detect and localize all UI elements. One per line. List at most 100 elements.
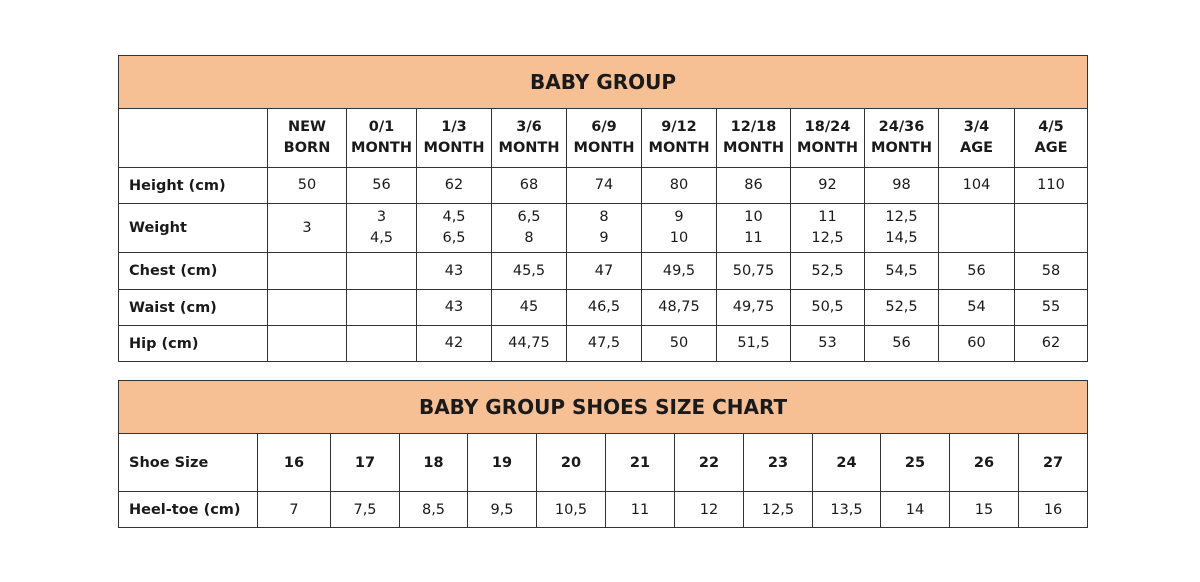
table-cell: 86	[716, 167, 791, 204]
column-header-line: 3/4	[963, 119, 990, 135]
table-row: Chest (cm) 43 45,5 47 49,5 50,75 52,5 54,5 56 58	[118, 252, 1089, 290]
cell-value: 98	[892, 177, 911, 193]
column-header: 3/6 MONTH	[491, 108, 567, 168]
table-cell: 51,5	[716, 325, 791, 362]
table-row: Weight 3 3 4,5 4,5 6,5 6,5 8 8 9 9 10 10 11 11 12,5 12,5…	[118, 203, 1089, 253]
cell-value: 50,5	[811, 299, 844, 315]
column-header-line: MONTH	[648, 140, 710, 156]
shoe-size-cell: 23	[743, 433, 813, 492]
shoe-size-cell: 25	[880, 433, 950, 492]
table-cell	[1013, 203, 1089, 253]
cell-value: 110	[1037, 177, 1065, 193]
table-cell: 55	[1013, 289, 1089, 326]
column-header-line: MONTH	[573, 140, 635, 156]
cell-value: 55	[1041, 299, 1061, 315]
cell-value: 68	[519, 177, 539, 193]
cell-value: 56	[967, 262, 986, 279]
table-cell: 48,75	[641, 289, 717, 326]
table-cell: 3 4,5	[346, 203, 417, 253]
table-cell: 56	[346, 167, 417, 204]
table-cell: 104	[938, 167, 1015, 204]
column-header-line: 24/36	[878, 119, 925, 135]
table-cell	[267, 325, 347, 362]
cell-value: 104	[962, 177, 991, 193]
table-cell: 80	[641, 167, 717, 204]
table-cell: 74	[566, 167, 642, 204]
cell-value: 12,5	[811, 230, 844, 246]
table-cell: 53	[790, 325, 865, 362]
row-label: Height (cm)	[118, 167, 268, 204]
table-cell: 50	[267, 167, 347, 204]
cell-value: 43	[444, 262, 464, 279]
column-header-line: MONTH	[871, 140, 932, 156]
cell-value: 14,5	[885, 230, 918, 246]
table-cell: 3	[267, 203, 347, 253]
cell-value: 60	[967, 335, 986, 351]
cell-value: 48,75	[658, 299, 700, 315]
heel-toe-cell: 12	[674, 491, 744, 528]
table-cell: 62	[1013, 325, 1089, 362]
column-header-line: 1/3	[441, 119, 467, 135]
table-row: Hip (cm) 42 44,75 47,5 50 51,5 53 56 60 62	[118, 325, 1089, 362]
column-header: 24/36 MONTH	[864, 108, 939, 168]
column-header-line: AGE	[959, 140, 994, 156]
cell-value: 4,5	[369, 230, 394, 246]
shoe-size-cell: 16	[257, 433, 331, 492]
cell-value: 6,5	[442, 230, 466, 246]
table-cell: 50	[641, 325, 717, 362]
cell-value: 3	[302, 219, 312, 236]
column-header-line: AGE	[1034, 140, 1068, 156]
column-header: 0/1 MONTH	[346, 108, 417, 168]
table-cell: 58	[1013, 252, 1089, 290]
column-header-line: MONTH	[797, 140, 858, 156]
shoe-size-cell: 24	[812, 433, 881, 492]
cell-value: 86	[744, 177, 763, 193]
row-label: Heel-toe (cm)	[118, 491, 258, 528]
cell-value: 45	[519, 299, 539, 315]
column-header-line: NEW	[287, 119, 327, 135]
table-cell: 110	[1013, 167, 1089, 204]
table-cell: 49,5	[641, 252, 717, 290]
cell-value: 58	[1041, 262, 1061, 279]
heel-toe-cell: 16	[1017, 491, 1089, 528]
cell-value: 56	[892, 335, 911, 351]
table-cell: 4,5 6,5	[416, 203, 492, 253]
heel-toe-cell: 10,5	[536, 491, 606, 528]
row-label: Waist (cm)	[118, 289, 268, 326]
column-header-line: MONTH	[423, 140, 485, 156]
column-header: 3/4 AGE	[938, 108, 1015, 168]
cell-value: 42	[444, 335, 464, 351]
table-cell	[346, 289, 417, 326]
cell-value: 62	[444, 177, 464, 193]
cell-value: 11	[818, 209, 837, 225]
column-header: 6/9 MONTH	[566, 108, 642, 168]
cell-value: 52,5	[885, 299, 918, 315]
table-cell	[267, 252, 347, 290]
column-header: 12/18 MONTH	[716, 108, 791, 168]
cell-value: 46,5	[587, 299, 621, 315]
cell-value: 10	[669, 230, 689, 246]
cell-value: 74	[594, 177, 614, 193]
cell-value: 10	[744, 209, 763, 225]
table-cell: 50,75	[716, 252, 791, 290]
column-header-line: MONTH	[498, 140, 560, 156]
cell-value: 56	[372, 177, 391, 193]
heel-toe-cell: 14	[880, 491, 950, 528]
cell-value: 47,5	[587, 335, 621, 351]
column-header: 18/24 MONTH	[790, 108, 865, 168]
shoe-size-cell: 21	[605, 433, 675, 492]
table-cell: 50,5	[790, 289, 865, 326]
cell-value: 49,75	[732, 299, 775, 315]
table-cell: 42	[416, 325, 492, 362]
table-cell: 45,5	[491, 252, 567, 290]
column-header-line: 6/9	[591, 119, 617, 135]
table-cell: 56	[864, 325, 939, 362]
column-header: 4/5 AGE	[1013, 108, 1089, 168]
cell-value: 9	[674, 209, 684, 225]
cell-value: 47	[594, 262, 614, 279]
table-cell: 56	[938, 252, 1015, 290]
heel-toe-cell: 11	[605, 491, 675, 528]
heel-toe-cell: 7	[257, 491, 331, 528]
cell-value: 43	[444, 299, 464, 315]
shoe-size-cell: 27	[1017, 433, 1089, 492]
